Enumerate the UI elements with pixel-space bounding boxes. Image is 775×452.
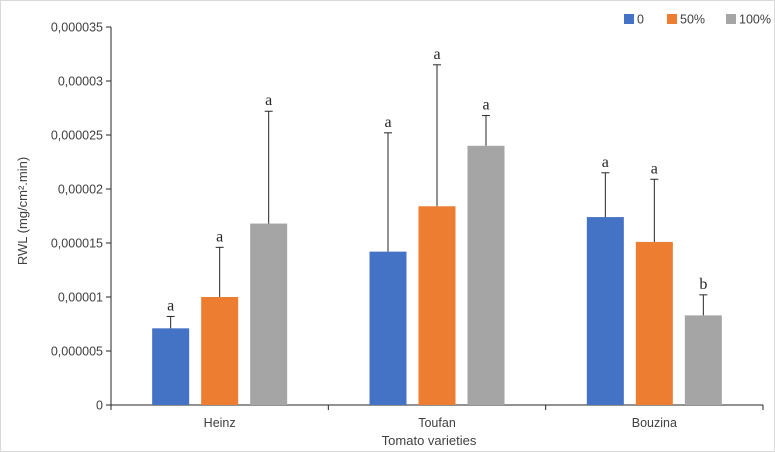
- y-tick-label: 0,000015: [51, 237, 103, 251]
- y-tick-label: 0,00003: [58, 75, 103, 89]
- x-axis-title: Tomato varieties: [382, 433, 477, 448]
- bar: [635, 241, 673, 405]
- x-category-label: Bouzina: [632, 416, 677, 430]
- y-tick-label: 0: [96, 399, 103, 413]
- bars-group: [152, 64, 722, 406]
- bar: [467, 145, 505, 406]
- y-tick-label: 0,00001: [58, 291, 103, 305]
- significance-letter: a: [265, 92, 272, 109]
- bar: [586, 217, 624, 405]
- significance-letter: b: [699, 276, 707, 293]
- bar: [152, 328, 190, 405]
- legend-label: 50%: [680, 13, 705, 27]
- y-tick-label: 0,00002: [58, 183, 103, 197]
- significance-letter: a: [433, 46, 440, 63]
- significance-letter: a: [651, 160, 658, 177]
- legend-swatch: [726, 14, 736, 24]
- legend-swatch: [624, 14, 634, 24]
- y-tick-label: 0,000025: [51, 129, 103, 143]
- significance-letter: a: [602, 154, 609, 171]
- y-tick-label: 0,000035: [51, 21, 103, 35]
- significance-letter: a: [384, 114, 391, 131]
- legend-label: 0: [637, 13, 644, 27]
- legend-label: 100%: [739, 13, 771, 27]
- bar: [369, 251, 407, 405]
- x-category-label: Heinz: [204, 416, 236, 430]
- significance-letter: a: [216, 228, 223, 245]
- bar: [201, 297, 239, 405]
- y-axis-title: RWL (mg/cm².min): [15, 157, 30, 265]
- legend: 0 50% 100%: [624, 13, 771, 27]
- bar: [250, 223, 288, 405]
- y-tick-label: 0,000005: [51, 345, 103, 359]
- bar: [684, 315, 722, 405]
- legend-swatch: [667, 14, 677, 24]
- significance-letter: a: [482, 97, 489, 114]
- significance-letter: a: [167, 297, 174, 314]
- bar: [418, 206, 456, 405]
- labels-group: Heinz Toufan Bouzina Tomato varieties RWL (m…: [15, 46, 707, 448]
- x-category-label: Toufan: [418, 416, 456, 430]
